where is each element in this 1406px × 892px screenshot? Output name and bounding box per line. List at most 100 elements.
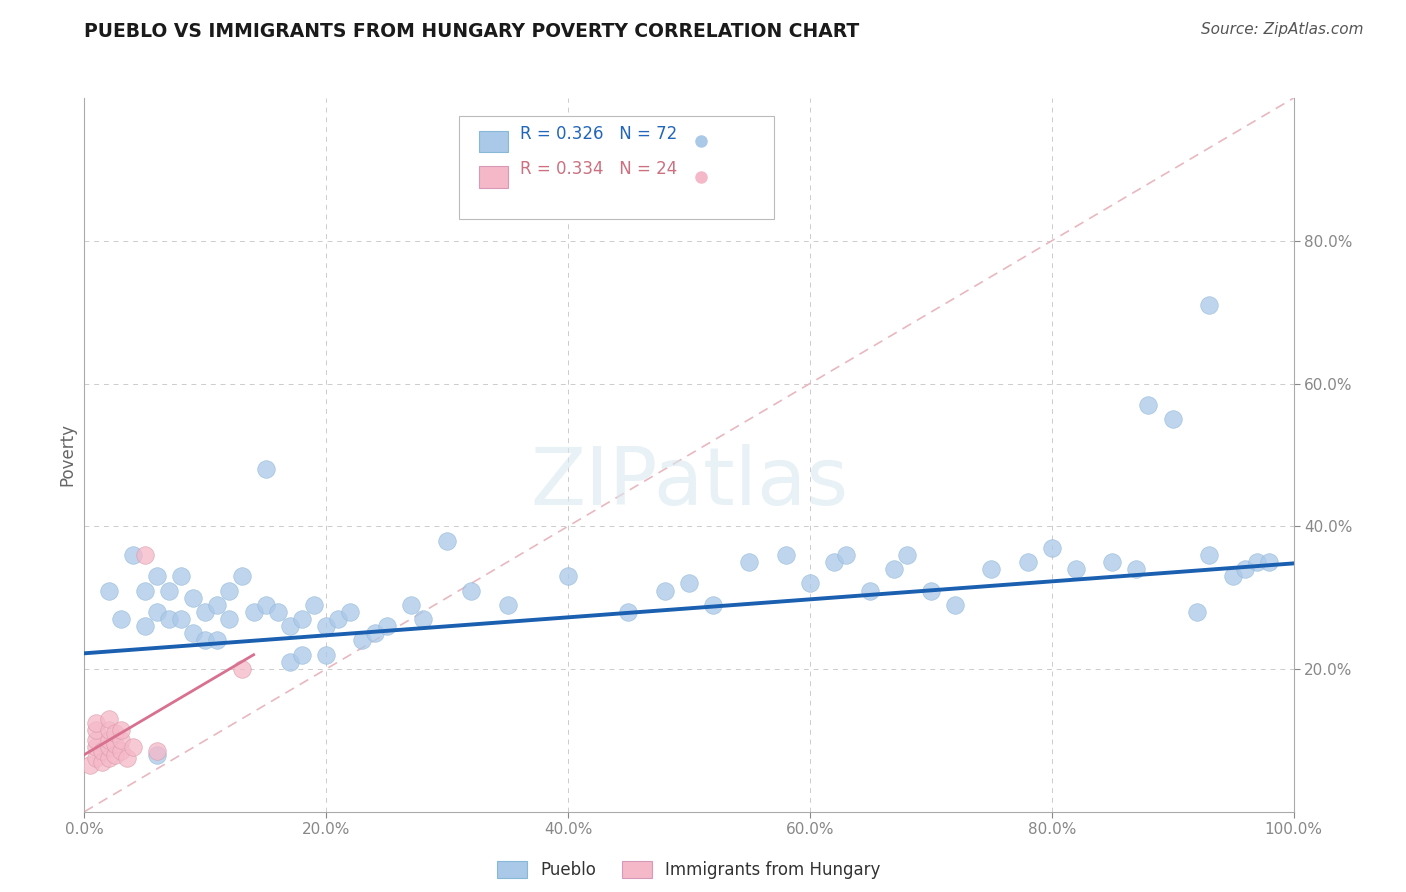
Point (157, 612, 180, 626)
Point (1198, 548, 1220, 562)
Point (79, 758, 101, 772)
Point (231, 569, 253, 583)
Point (1125, 562, 1147, 576)
Point (110, 733, 132, 747)
FancyBboxPatch shape (460, 116, 773, 219)
Point (654, 583, 676, 598)
Point (104, 726, 127, 740)
Point (170, 612, 193, 626)
Point (121, 740, 143, 755)
Point (1258, 555, 1281, 569)
Point (242, 605, 264, 619)
Point (110, 744, 132, 758)
Point (302, 598, 325, 612)
Point (181, 591, 204, 605)
Point (97, 712, 120, 726)
Point (207, 598, 229, 612)
Text: R = 0.334   N = 24: R = 0.334 N = 24 (520, 161, 676, 178)
Text: ZIPatlas: ZIPatlas (530, 444, 848, 523)
Point (110, 723, 132, 737)
Point (339, 605, 361, 619)
Point (86, 740, 108, 755)
Point (835, 548, 858, 562)
Point (115, 751, 138, 765)
Point (363, 626, 385, 640)
Point (97, 751, 120, 765)
Point (86, 751, 108, 765)
Point (617, 605, 640, 619)
Point (943, 598, 966, 612)
Point (315, 648, 337, 662)
Point (315, 619, 337, 633)
Point (254, 598, 277, 612)
FancyBboxPatch shape (478, 130, 508, 153)
Point (823, 555, 845, 569)
Point (86, 723, 108, 737)
Point (207, 633, 229, 648)
Point (328, 612, 350, 626)
Point (920, 583, 942, 598)
Text: PUEBLO VS IMMIGRANTS FROM HUNGARY POVERTY CORRELATION CHART: PUEBLO VS IMMIGRANTS FROM HUNGARY POVERT… (84, 22, 859, 41)
Point (146, 605, 169, 619)
Point (146, 569, 169, 583)
Point (157, 583, 180, 598)
Point (194, 633, 217, 648)
Point (134, 619, 156, 633)
Point (181, 626, 204, 640)
Point (278, 655, 301, 669)
Point (678, 576, 700, 591)
Point (460, 583, 482, 598)
Legend: Pueblo, Immigrants from Hungary: Pueblo, Immigrants from Hungary (491, 854, 887, 886)
Point (1137, 398, 1160, 412)
Point (231, 662, 253, 676)
Point (194, 605, 217, 619)
Point (97, 583, 120, 598)
Point (121, 548, 143, 562)
Point (278, 619, 301, 633)
Point (702, 598, 724, 612)
Point (1198, 298, 1220, 312)
Point (91, 755, 114, 769)
Point (799, 576, 821, 591)
Point (1246, 555, 1268, 569)
Text: Source: ZipAtlas.com: Source: ZipAtlas.com (1201, 22, 1364, 37)
Point (1017, 555, 1039, 569)
Point (496, 598, 519, 612)
Y-axis label: Poverty: Poverty (58, 424, 76, 486)
Point (146, 747, 169, 762)
Point (557, 569, 579, 583)
Point (104, 747, 127, 762)
Point (254, 462, 277, 476)
Point (134, 548, 156, 562)
FancyBboxPatch shape (478, 166, 508, 188)
Point (859, 583, 882, 598)
Text: R = 0.326   N = 72: R = 0.326 N = 72 (520, 125, 676, 143)
Point (980, 562, 1002, 576)
Point (170, 569, 193, 583)
Point (267, 605, 290, 619)
Point (218, 583, 240, 598)
Point (436, 533, 458, 548)
Point (1040, 541, 1063, 555)
Point (883, 562, 905, 576)
Point (104, 737, 127, 751)
Point (218, 612, 240, 626)
Point (1101, 555, 1123, 569)
Point (97, 723, 120, 737)
Point (91, 744, 114, 758)
Point (1222, 569, 1244, 583)
Point (352, 633, 374, 648)
Point (399, 598, 422, 612)
Point (291, 648, 314, 662)
Point (1161, 412, 1184, 426)
Point (97, 733, 120, 747)
Point (146, 744, 169, 758)
Point (110, 612, 132, 626)
Point (291, 612, 314, 626)
Point (86, 733, 108, 747)
Point (97, 740, 120, 755)
Point (1185, 605, 1208, 619)
Point (134, 583, 156, 598)
Point (375, 619, 398, 633)
Point (775, 548, 797, 562)
